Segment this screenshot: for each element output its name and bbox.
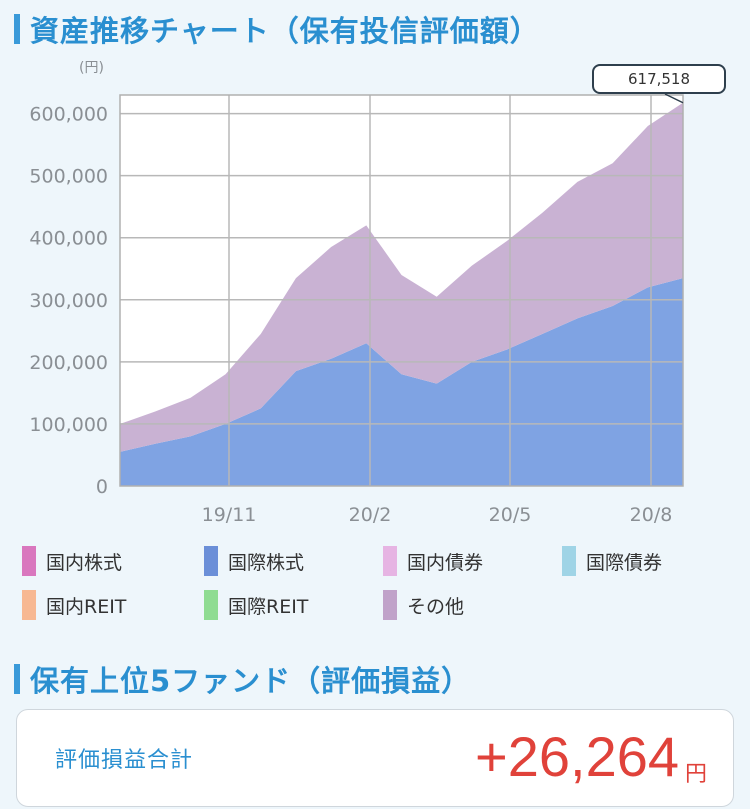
legend-label: その他 <box>407 595 465 618</box>
legend-label: 国際REIT <box>228 595 309 618</box>
asset-chart-svg: 0 100,000 200,000 300,000 400,000 500,000 600,… <box>29 60 684 526</box>
legend-item: 国際債券 <box>562 546 662 576</box>
profit-summary-card[interactable]: 評価損益合計 +26,264 円 <box>16 709 734 807</box>
profit-summary-label: 評価損益合計 <box>55 748 194 773</box>
callout-pointer <box>664 93 684 104</box>
y-tick-label: 300,000 <box>29 290 108 312</box>
chart-section-title: 資産推移チャート（保有投信評価額） <box>30 14 540 48</box>
y-tick-label: 600,000 <box>29 104 108 126</box>
legend-item: 国内REIT <box>22 590 126 620</box>
funds-section-heading: 保有上位5ファンド（評価損益） <box>14 658 471 700</box>
legend-swatch <box>383 546 397 576</box>
legend-label: 国内株式 <box>46 551 123 574</box>
legend-swatch <box>22 590 36 620</box>
legend-item: 国際REIT <box>204 590 308 620</box>
legend-label: 国内REIT <box>46 595 127 618</box>
area-series-2 <box>120 102 683 452</box>
legend-label: 国内債券 <box>407 551 484 574</box>
profit-summary-unit: 円 <box>684 762 707 787</box>
heading-accent-bar <box>14 664 20 694</box>
y-tick-label: 400,000 <box>29 228 108 250</box>
y-tick-label: 500,000 <box>29 166 108 188</box>
plot-border <box>119 94 684 487</box>
legend-label: 国際債券 <box>586 551 663 574</box>
funds-section-title: 保有上位5ファンド（評価損益） <box>30 664 472 698</box>
y-tick-label: 200,000 <box>29 352 108 374</box>
legend-item: 国内債券 <box>383 546 483 576</box>
legend-item: その他 <box>383 590 464 620</box>
y-tick-label: 0 <box>96 476 108 498</box>
legend-label: 国際株式 <box>228 551 305 574</box>
legend-swatch <box>22 546 36 576</box>
y-unit-label: (円) <box>79 60 104 76</box>
x-tick-label: 20/8 <box>630 504 673 526</box>
legend-swatch <box>204 590 218 620</box>
asset-chart[interactable]: 0 100,000 200,000 300,000 400,000 500,000 600,… <box>0 50 750 540</box>
x-tick-label: 19/11 <box>202 504 257 526</box>
callout-value: 617,518 <box>627 70 691 88</box>
heading-accent-bar <box>14 14 20 44</box>
legend-swatch <box>562 546 576 576</box>
legend-item: 国内株式 <box>22 546 122 576</box>
profit-summary-value: +26,264 <box>475 725 679 788</box>
x-tick-label: 20/5 <box>489 504 532 526</box>
area-series-1 <box>120 278 683 486</box>
x-tick-label: 20/2 <box>349 504 392 526</box>
legend-swatch <box>204 546 218 576</box>
legend-swatch <box>383 590 397 620</box>
chart-section-heading: 資産推移チャート（保有投信評価額） <box>14 8 540 50</box>
chart-latest-value-callout: 617,518 <box>592 64 726 94</box>
y-tick-label: 100,000 <box>29 414 108 436</box>
legend-item: 国際株式 <box>204 546 304 576</box>
